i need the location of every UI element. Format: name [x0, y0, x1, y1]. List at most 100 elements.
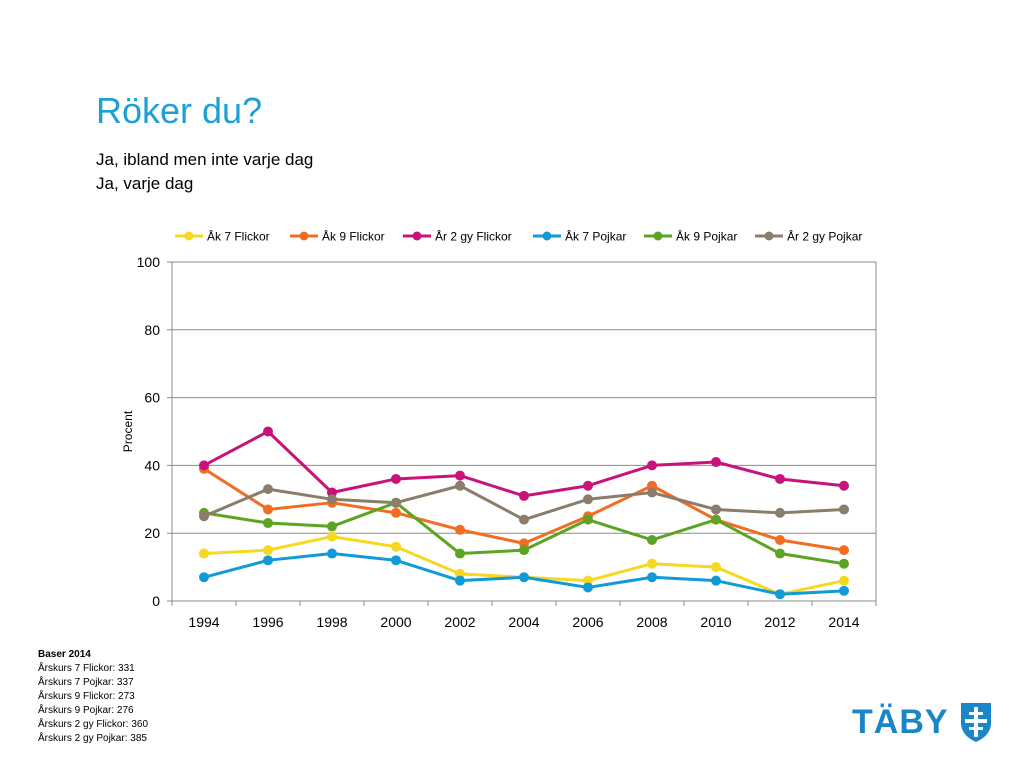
footnote-line: Årskurs 9 Pojkar: 276 [38, 705, 134, 716]
footnote: Baser 2014 Årskurs 7 Flickor: 331 Årskur… [38, 648, 148, 746]
y-tick-label: 20 [144, 525, 160, 541]
data-point [839, 558, 849, 569]
data-point [199, 460, 209, 471]
x-tick-label: 1994 [188, 614, 219, 630]
data-point [327, 494, 337, 505]
y-tick-label: 40 [144, 457, 160, 473]
data-point [263, 504, 273, 515]
data-point [583, 514, 593, 525]
data-point [455, 548, 465, 559]
x-tick-label: 2010 [700, 614, 731, 630]
y-tick-label: 80 [144, 322, 160, 338]
data-point [263, 426, 273, 437]
legend-label: Åk 7 Flickor [207, 229, 270, 244]
legend-label: Åk 9 Flickor [322, 229, 385, 244]
data-point [775, 548, 785, 559]
data-point [775, 507, 785, 518]
legend-swatch-marker [299, 231, 309, 241]
data-point [711, 562, 721, 573]
page-title: Röker du? [96, 90, 263, 131]
data-point [711, 575, 721, 586]
data-point [519, 545, 529, 556]
plot-area [171, 261, 877, 602]
legend-swatch-marker [653, 231, 663, 241]
series-line [203, 484, 845, 522]
footnote-line: Årskurs 7 Flickor: 331 [38, 663, 135, 674]
data-point [263, 484, 273, 495]
legend-swatch-marker [412, 231, 422, 241]
data-point [775, 589, 785, 600]
data-point [391, 541, 401, 552]
data-point [263, 545, 273, 556]
legend-label: Åk 7 Pojkar [565, 229, 626, 244]
data-point [647, 572, 657, 583]
legend-label: År 2 gy Pojkar [787, 229, 862, 244]
x-tick-label: 2002 [444, 614, 475, 630]
data-point [263, 518, 273, 529]
data-point [711, 457, 721, 468]
legend-label: Åk 9 Pojkar [676, 229, 737, 244]
x-tick-label: 2000 [380, 614, 411, 630]
data-point [455, 470, 465, 481]
x-tick-label: 2006 [572, 614, 603, 630]
taby-shield-icon [960, 703, 991, 742]
line-chart: 0 20 40 60 80 100 1994 1996 1998 2000 2002 2004 2006… [121, 229, 877, 630]
data-point [519, 514, 529, 525]
data-point [839, 504, 849, 515]
data-point [391, 555, 401, 566]
data-point [839, 585, 849, 596]
data-point [455, 575, 465, 586]
legend-swatch-marker [764, 231, 774, 241]
data-point [519, 490, 529, 501]
data-point [711, 514, 721, 525]
data-point [583, 480, 593, 491]
subtitle-line-1: Ja, ibland men inte varje dag [96, 150, 314, 169]
x-tick-label: 2008 [636, 614, 667, 630]
logo-text: TÄBY [852, 702, 949, 741]
subtitle-line-2: Ja, varje dag [96, 174, 194, 193]
data-point [711, 504, 721, 515]
data-point [775, 534, 785, 545]
footnote-line: Årskurs 9 Flickor: 273 [38, 691, 135, 702]
footnote-line: Årskurs 7 Pojkar: 337 [38, 677, 134, 688]
legend-swatch-marker [542, 231, 552, 241]
x-tick-label: 1998 [316, 614, 347, 630]
data-point [391, 473, 401, 484]
data-point [839, 545, 849, 556]
y-tick-label: 60 [144, 390, 160, 406]
data-point [455, 480, 465, 491]
footnote-line: Årskurs 2 gy Pojkar: 385 [38, 733, 147, 744]
y-tick-label: 0 [152, 593, 160, 609]
data-point [647, 558, 657, 569]
data-point [199, 572, 209, 583]
footnote-line: Årskurs 2 gy Flickor: 360 [38, 719, 149, 730]
y-tick-label: 100 [137, 254, 161, 270]
data-point [327, 531, 337, 542]
data-point [775, 473, 785, 484]
y-axis-label: Procent [121, 410, 135, 452]
data-point [391, 507, 401, 518]
data-point [199, 548, 209, 559]
data-point [583, 494, 593, 505]
data-point [455, 524, 465, 535]
x-tick-label: 2014 [828, 614, 859, 630]
x-tick-label: 2012 [764, 614, 795, 630]
data-point [839, 575, 849, 586]
data-point [391, 497, 401, 508]
data-point [327, 521, 337, 532]
legend-swatch-marker [184, 231, 194, 241]
data-point [199, 511, 209, 522]
data-point [647, 460, 657, 471]
x-tick-label: 1996 [252, 614, 283, 630]
data-point [839, 480, 849, 491]
data-point [647, 534, 657, 545]
data-point [327, 548, 337, 559]
data-point [519, 572, 529, 583]
data-point [583, 582, 593, 593]
x-tick-label: 2004 [508, 614, 539, 630]
data-point [647, 487, 657, 498]
footnote-heading: Baser 2014 [38, 649, 91, 660]
taby-logo: TÄBY [852, 700, 993, 744]
series-line [203, 430, 845, 498]
data-point [263, 555, 273, 566]
